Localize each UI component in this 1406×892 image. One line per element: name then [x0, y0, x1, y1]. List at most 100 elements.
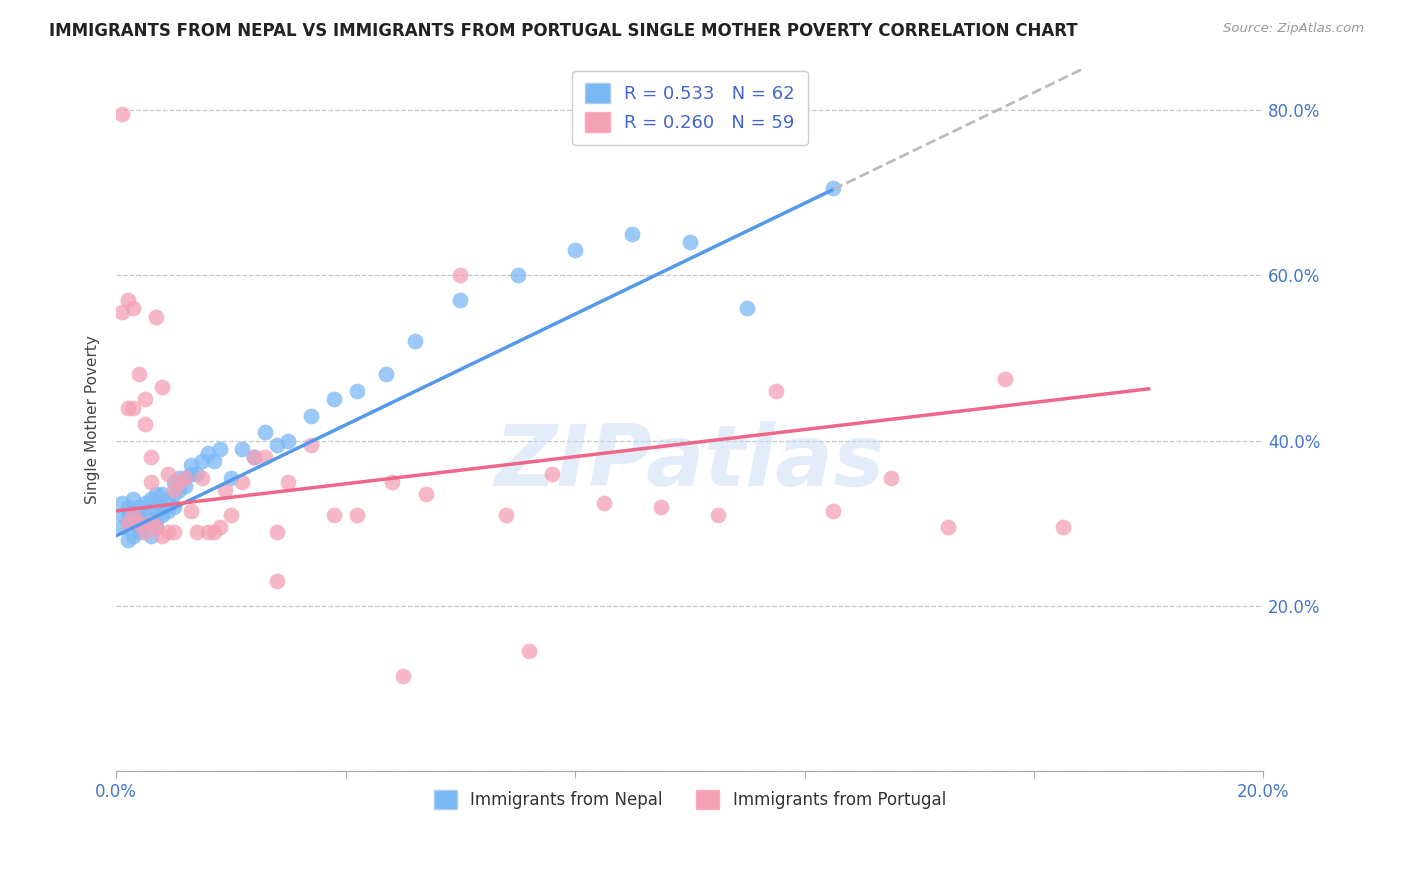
Point: [266, 438, 288, 452]
Point: [180, 504, 202, 518]
Point: [202, 524, 225, 539]
Point: [134, 508, 156, 522]
Point: [162, 483, 184, 498]
Point: [186, 524, 208, 539]
Point: [162, 487, 184, 501]
Point: [415, 487, 437, 501]
Point: [214, 483, 236, 498]
Point: [208, 520, 231, 534]
Point: [202, 454, 225, 468]
Point: [150, 380, 173, 394]
Point: [122, 516, 145, 531]
Point: [169, 471, 191, 485]
Point: [679, 235, 702, 249]
Point: [404, 334, 426, 349]
Point: [156, 524, 179, 539]
Point: [117, 533, 139, 547]
Point: [879, 471, 901, 485]
Point: [495, 508, 517, 522]
Point: [117, 401, 139, 415]
Point: [122, 401, 145, 415]
Text: IMMIGRANTS FROM NEPAL VS IMMIGRANTS FROM PORTUGAL SINGLE MOTHER POVERTY CORRELAT: IMMIGRANTS FROM NEPAL VS IMMIGRANTS FROM…: [49, 22, 1078, 40]
Point: [374, 368, 396, 382]
Point: [936, 520, 959, 534]
Point: [277, 434, 299, 448]
Point: [541, 467, 564, 481]
Point: [191, 454, 214, 468]
Point: [139, 516, 162, 531]
Y-axis label: Single Mother Poverty: Single Mother Poverty: [86, 335, 100, 504]
Point: [122, 491, 145, 506]
Point: [299, 409, 322, 423]
Point: [707, 508, 730, 522]
Point: [231, 442, 253, 456]
Point: [735, 301, 758, 316]
Point: [128, 524, 150, 539]
Point: [145, 520, 167, 534]
Point: [134, 417, 156, 431]
Legend: Immigrants from Nepal, Immigrants from Portugal: Immigrants from Nepal, Immigrants from P…: [427, 784, 953, 816]
Point: [380, 475, 402, 489]
Point: [139, 450, 162, 465]
Point: [156, 504, 179, 518]
Point: [517, 644, 540, 658]
Point: [156, 491, 179, 506]
Point: [323, 392, 346, 407]
Point: [266, 574, 288, 589]
Point: [117, 508, 139, 522]
Point: [145, 512, 167, 526]
Point: [145, 500, 167, 514]
Point: [139, 491, 162, 506]
Text: ZIPatlas: ZIPatlas: [495, 421, 884, 504]
Point: [277, 475, 299, 489]
Point: [254, 450, 277, 465]
Point: [128, 512, 150, 526]
Point: [122, 508, 145, 522]
Point: [128, 500, 150, 514]
Point: [134, 524, 156, 539]
Point: [122, 529, 145, 543]
Point: [145, 520, 167, 534]
Point: [994, 371, 1017, 385]
Point: [621, 227, 644, 241]
Point: [111, 305, 134, 319]
Point: [197, 524, 219, 539]
Point: [139, 529, 162, 543]
Point: [765, 384, 787, 398]
Point: [111, 520, 134, 534]
Point: [128, 368, 150, 382]
Point: [299, 438, 322, 452]
Point: [823, 181, 845, 195]
Point: [150, 487, 173, 501]
Point: [191, 471, 214, 485]
Point: [346, 384, 368, 398]
Point: [180, 467, 202, 481]
Point: [134, 495, 156, 509]
Point: [150, 500, 173, 514]
Point: [169, 483, 191, 498]
Point: [254, 425, 277, 440]
Point: [139, 475, 162, 489]
Point: [650, 500, 672, 514]
Point: [117, 516, 139, 531]
Point: [186, 467, 208, 481]
Point: [117, 500, 139, 514]
Point: [180, 458, 202, 473]
Point: [449, 268, 471, 283]
Point: [219, 508, 242, 522]
Point: [174, 479, 197, 493]
Point: [122, 504, 145, 518]
Point: [117, 516, 139, 531]
Point: [134, 520, 156, 534]
Point: [169, 475, 191, 489]
Point: [122, 301, 145, 316]
Point: [231, 475, 253, 489]
Point: [162, 500, 184, 514]
Point: [145, 310, 167, 324]
Point: [823, 504, 845, 518]
Point: [150, 529, 173, 543]
Point: [174, 471, 197, 485]
Point: [592, 495, 614, 509]
Point: [197, 446, 219, 460]
Point: [346, 508, 368, 522]
